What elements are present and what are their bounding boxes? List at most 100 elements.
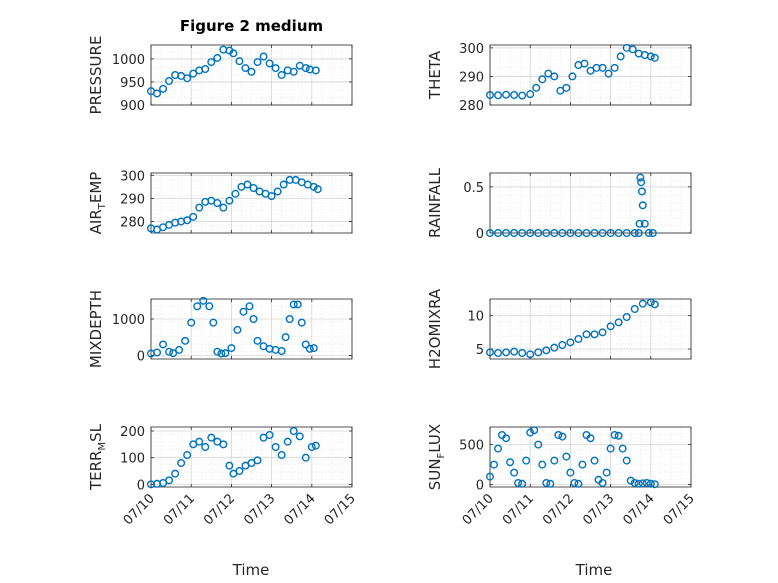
data-point <box>183 216 192 225</box>
data-point <box>219 440 228 449</box>
subplot-rainfall: 0 0.5 RAINFALL <box>426 167 692 242</box>
data-point <box>311 66 320 75</box>
data-point <box>650 300 659 309</box>
y-axis-label-subscript: T <box>97 202 108 210</box>
subplot-terr_msl: 0 100 200 07/10 07/11 07/12 07/13 07/14 07/15 TER… <box>87 423 359 528</box>
data-point <box>534 228 543 237</box>
data-point <box>550 72 559 81</box>
data-point <box>217 349 226 358</box>
data-point <box>243 180 252 189</box>
x-tick-label: 07/12 <box>201 491 238 528</box>
data-point <box>183 74 192 83</box>
data-point <box>227 344 236 353</box>
data-point <box>225 196 234 205</box>
data-point <box>522 456 531 465</box>
data-point <box>550 228 559 237</box>
data-point <box>502 90 511 99</box>
data-point <box>229 49 238 58</box>
data-point <box>510 468 519 477</box>
data-point <box>610 431 619 440</box>
y-tick-label: 10 <box>467 310 484 325</box>
data-point <box>305 344 314 353</box>
data-point <box>638 479 647 488</box>
data-point <box>207 433 216 442</box>
data-point <box>253 456 262 465</box>
data-point <box>153 89 162 98</box>
data-point <box>638 201 647 210</box>
data-point <box>538 75 547 84</box>
data-point <box>554 431 563 440</box>
data-point <box>628 45 637 54</box>
axes-box <box>150 44 353 106</box>
data-point <box>558 432 567 441</box>
data-point <box>614 431 623 440</box>
data-point <box>249 315 258 324</box>
data-point <box>175 345 184 354</box>
y-tick-label: 500 <box>459 439 484 454</box>
data-point <box>626 476 635 485</box>
y-axis-label-subscript: F <box>436 452 447 458</box>
data-point <box>634 479 643 488</box>
y-axis-label: AIRTEMP <box>87 172 108 235</box>
data-point <box>614 318 623 327</box>
data-point <box>235 57 244 66</box>
data-point <box>195 437 204 446</box>
data-point <box>634 228 643 237</box>
data-point <box>580 59 589 68</box>
data-point <box>542 346 551 355</box>
data-point <box>598 228 607 237</box>
data-point <box>486 472 495 481</box>
data-point <box>566 468 575 477</box>
data-point <box>295 432 304 441</box>
data-point <box>253 336 262 345</box>
data-point <box>301 453 310 462</box>
data-point <box>187 318 196 327</box>
data-point <box>297 318 306 327</box>
data-point <box>518 349 527 358</box>
data-point <box>618 444 627 453</box>
data-point <box>558 228 567 237</box>
y-axis-label: SUNFLUX <box>426 424 447 490</box>
data-point <box>265 59 274 68</box>
data-point <box>630 228 639 237</box>
data-point <box>289 427 298 436</box>
data-point <box>526 90 535 99</box>
data-point <box>598 328 607 337</box>
data-point <box>159 340 168 349</box>
data-point <box>562 83 571 92</box>
y-axis-label-rest: LUX <box>426 424 444 453</box>
data-point <box>510 228 519 237</box>
data-point <box>193 302 202 311</box>
data-point <box>646 479 655 488</box>
data-point <box>309 182 318 191</box>
data-point <box>646 52 655 61</box>
x-tick-label: 07/14 <box>282 491 319 528</box>
data-point <box>650 53 659 62</box>
data-point <box>622 313 631 322</box>
data-point <box>239 307 248 316</box>
data-point <box>622 228 631 237</box>
data-point <box>494 91 503 100</box>
x-tick-label: 07/13 <box>241 491 278 528</box>
data-point <box>502 434 511 443</box>
y-tick-label: 290 <box>459 70 484 85</box>
data-point <box>635 219 644 228</box>
y-axis-label-subscript: M <box>97 442 108 451</box>
data-point <box>637 187 646 196</box>
data-point <box>542 479 551 488</box>
data-point <box>265 431 274 440</box>
y-axis-label-main: SUN <box>426 458 444 490</box>
data-point <box>558 341 567 350</box>
data-point <box>283 437 292 446</box>
subplot-mixdepth: 0 1000 MIXDEPTH <box>87 290 353 368</box>
data-point <box>578 460 587 469</box>
data-point <box>219 203 228 212</box>
data-point <box>574 228 583 237</box>
data-point <box>622 456 631 465</box>
data-point <box>518 91 527 100</box>
x-tick-label: 07/10 <box>121 491 158 528</box>
data-point <box>289 300 298 309</box>
data-point <box>644 228 653 237</box>
data-point <box>313 185 322 194</box>
data-point <box>177 459 186 468</box>
